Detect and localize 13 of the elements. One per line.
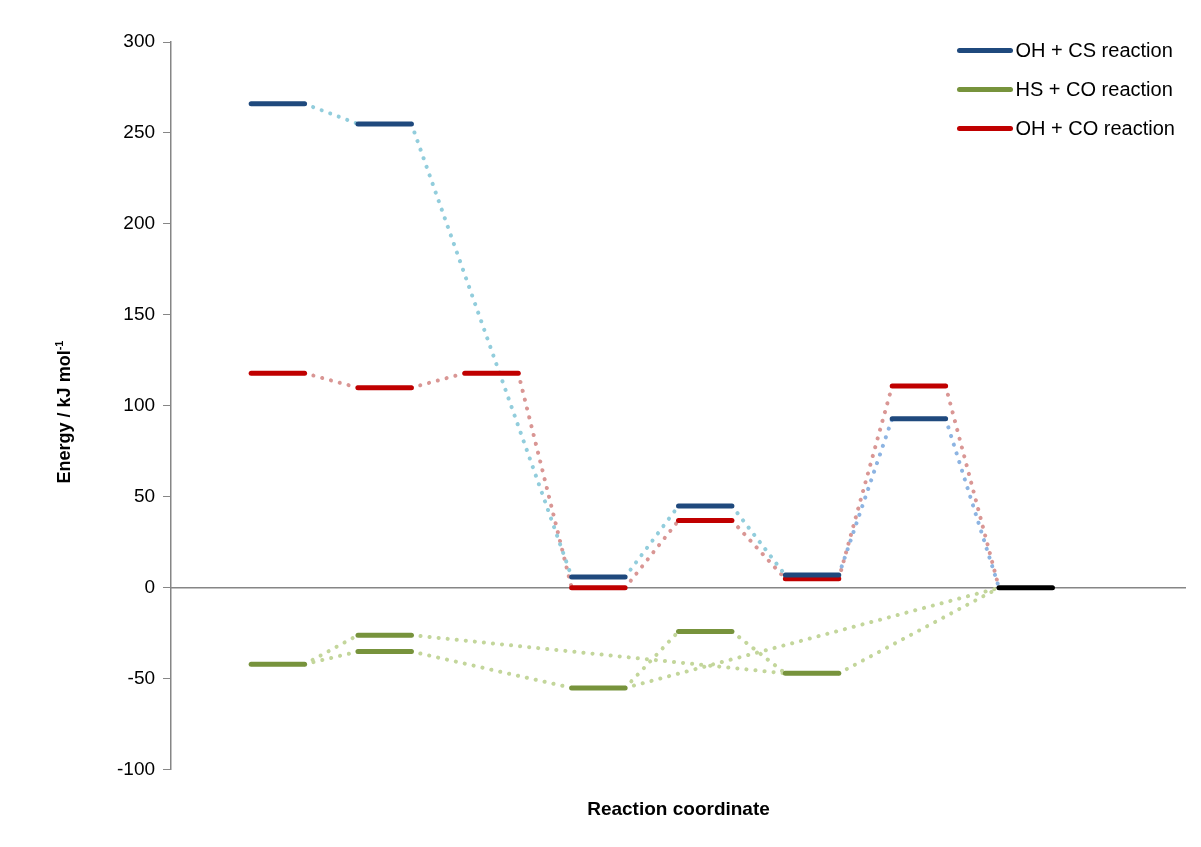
y-tick-label: 0 (144, 576, 156, 598)
x-axis-title: Reaction coordinate (587, 797, 770, 819)
y-tick-label: 250 (123, 121, 156, 143)
y-tick-label: 200 (123, 212, 156, 234)
y-tick-label: 50 (133, 485, 156, 507)
y-tick-label: 100 (123, 394, 156, 416)
legend-label: HS + CO reaction (1015, 78, 1173, 101)
legend-label: OH + CO reaction (1015, 117, 1175, 140)
y-tick-label: 300 (123, 30, 156, 52)
y-tick-label: -50 (127, 667, 156, 689)
y-tick-label: -100 (117, 758, 156, 780)
legend-label: OH + CS reaction (1015, 39, 1173, 62)
y-tick-label: 150 (123, 303, 156, 325)
